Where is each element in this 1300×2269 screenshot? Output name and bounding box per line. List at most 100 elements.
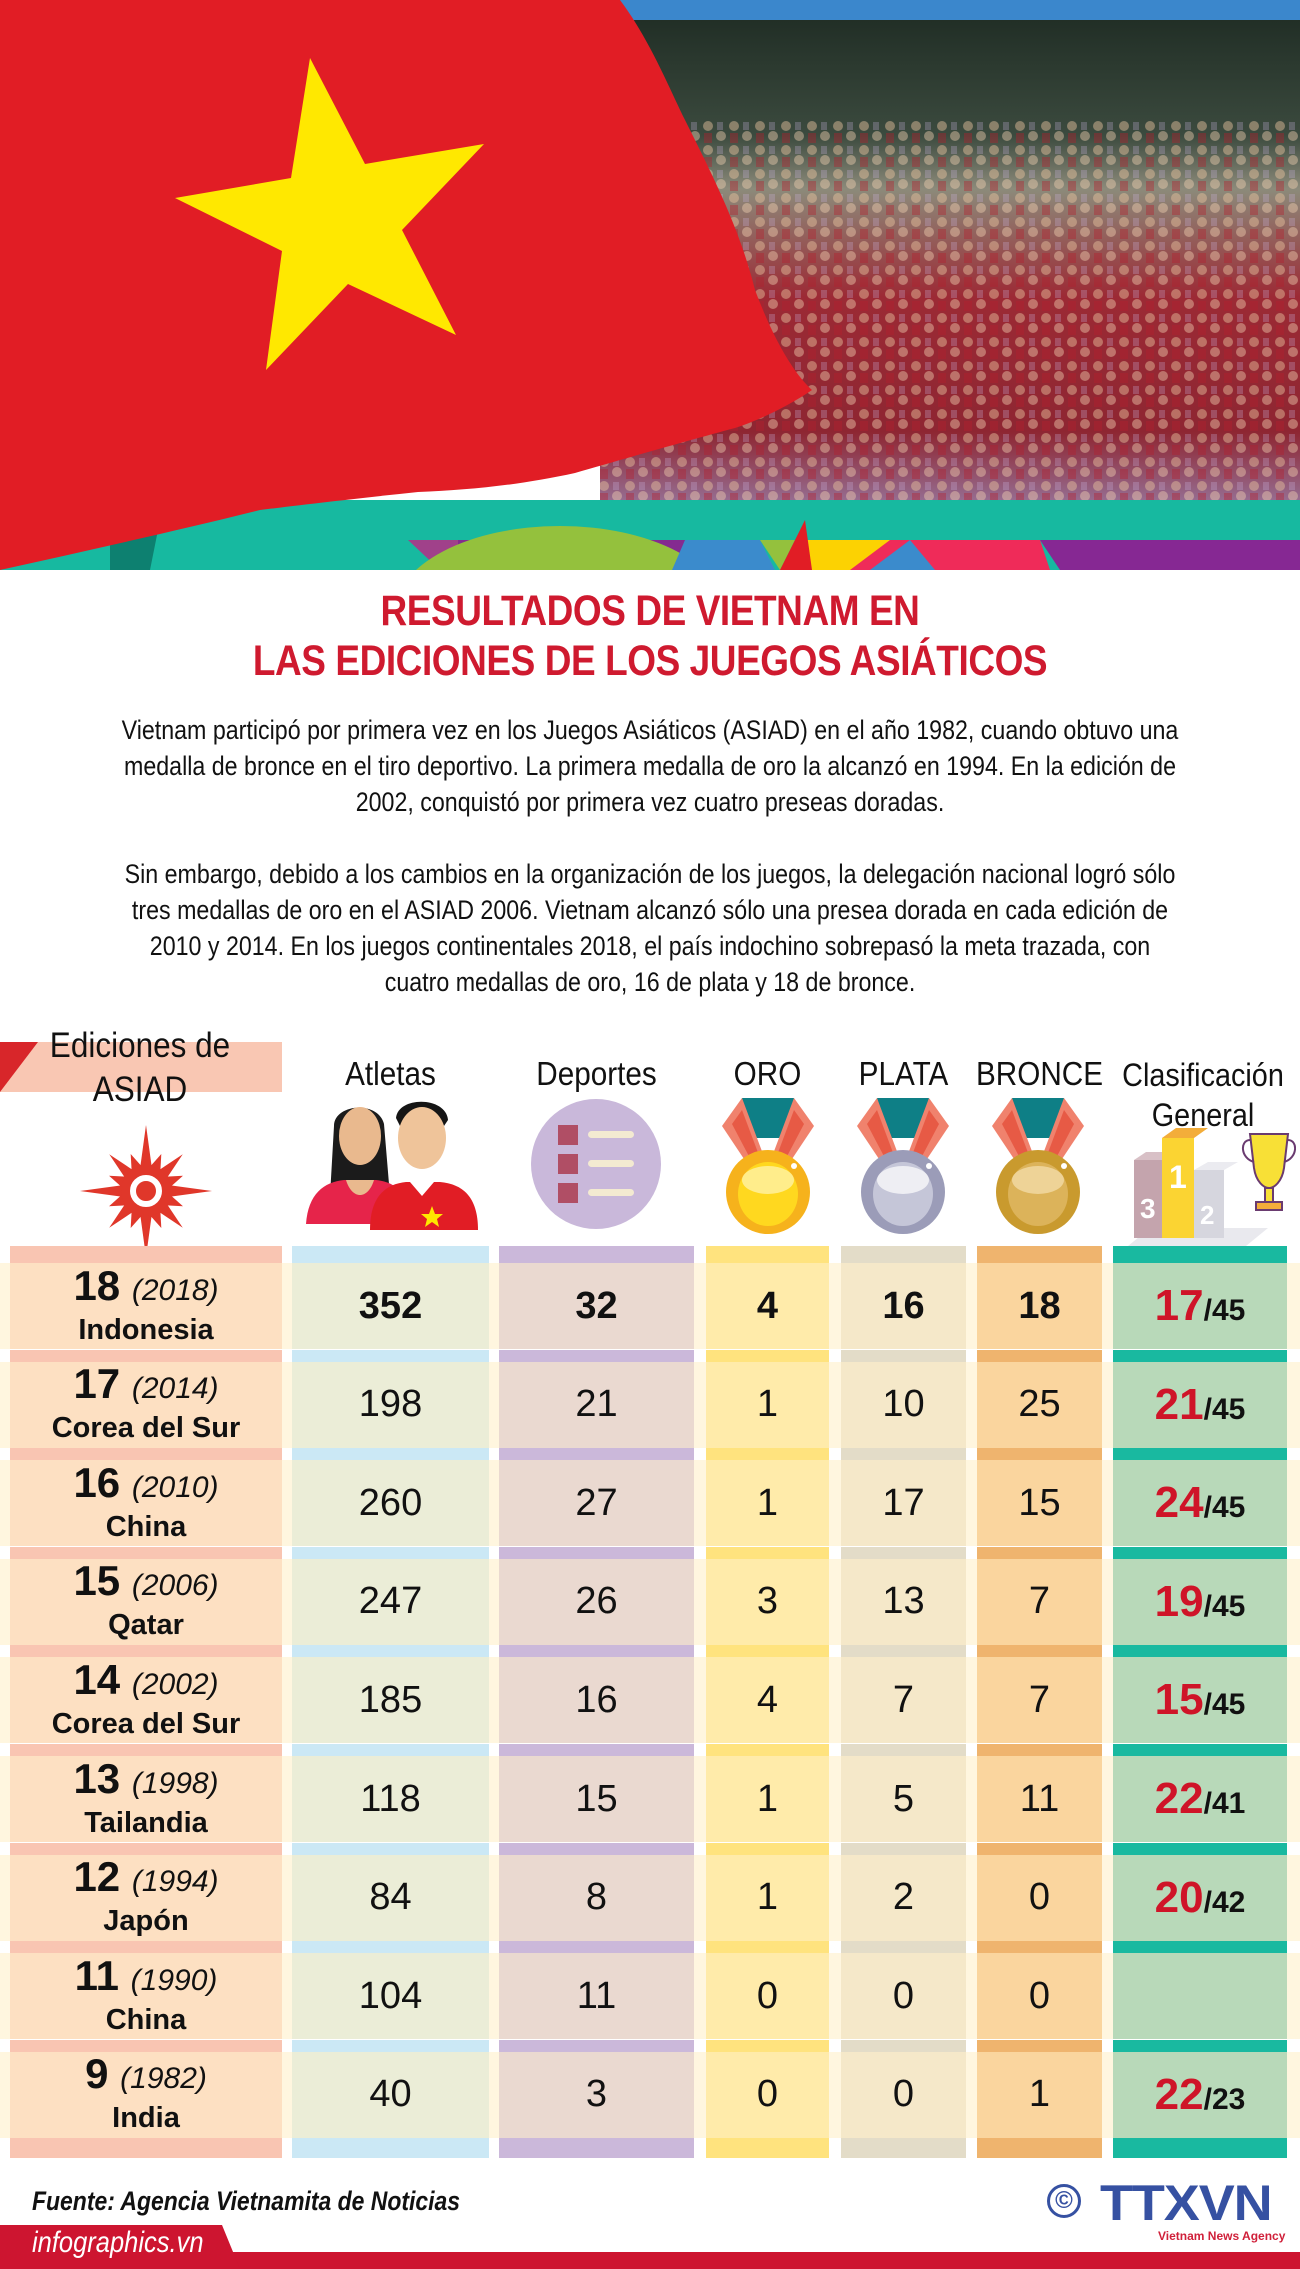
column-strip: [706, 1645, 829, 1658]
edition-number: 9: [85, 2050, 109, 2098]
header-edition: Ediciones de ASIAD: [49, 1026, 231, 1109]
cell-silver: 17: [841, 1460, 966, 1547]
column-strip: [1113, 1349, 1287, 1362]
value-gold: 1: [756, 1876, 779, 1919]
ranking-value: 22/23: [1155, 2070, 1246, 2120]
svg-text:1: 1: [1169, 1159, 1187, 1195]
agency-logo: TTXVN: [1100, 2175, 1273, 2231]
value-sports: 11: [576, 1974, 617, 2017]
cell-gold: 1: [706, 1460, 829, 1547]
value-athletes: 84: [369, 1876, 412, 1919]
title-line-2: LAS EDICIONES DE LOS JUEGOS ASIÁTICOS: [252, 637, 1048, 685]
value-silver: 7: [892, 1678, 915, 1721]
column-strip: [977, 1546, 1102, 1559]
column-strip-bottom: [292, 2138, 489, 2159]
value-sports: 8: [585, 1876, 608, 1919]
column-strip: [499, 1744, 694, 1756]
value-silver: 13: [882, 1580, 925, 1623]
edition-number: 14: [73, 1655, 121, 1703]
cell-sports: 32: [499, 1263, 694, 1349]
value-gold: 0: [756, 2073, 779, 2116]
column-strip: [706, 1349, 829, 1362]
cell-sports: 21: [499, 1361, 694, 1448]
cell-athletes: 247: [292, 1558, 489, 1645]
column-strip: [10, 2039, 282, 2052]
column-strip-bottom: [706, 2138, 829, 2159]
value-bronze: 0: [1028, 1974, 1051, 2017]
agency-tagline: Vietnam News Agency: [1158, 2229, 1286, 2243]
column-strip: [706, 2039, 829, 2052]
cell-rank: 17/45: [1113, 1263, 1287, 1349]
rank-total: /41: [1203, 1787, 1246, 1820]
edition-number: 15: [73, 1557, 121, 1605]
cell-silver: 7: [841, 1657, 966, 1744]
rank-total: /45: [1203, 1392, 1246, 1426]
ranking-value: 19/45: [1155, 1577, 1246, 1627]
value-silver: 16: [882, 1284, 925, 1327]
value-bronze: 18: [1018, 1284, 1061, 1327]
edition-number-year: 17 (2014): [73, 1363, 218, 1410]
footer-bar: [0, 2252, 1300, 2269]
cell-edition: 12 (1994) Japón: [10, 1854, 282, 1941]
column-strip: [499, 1546, 694, 1559]
cell-sports: 15: [499, 1756, 694, 1842]
column-strip: [292, 1645, 489, 1658]
edition-number-year: 13 (1998): [73, 1757, 218, 1805]
edition-year: (1982): [120, 2062, 207, 2096]
copyright-icon: ©: [1047, 2184, 1081, 2218]
rank-total: /45: [1203, 1491, 1246, 1525]
column-strip: [706, 1744, 829, 1756]
cell-edition: 17 (2014) Corea del Sur: [10, 1361, 282, 1448]
column-strip: [977, 2039, 1102, 2052]
edition-year: (2002): [131, 1667, 219, 1701]
header-silver: PLATA: [858, 1055, 949, 1092]
silver-medal-icon: [857, 1098, 949, 1234]
edition-year: (2010): [131, 1470, 219, 1504]
host-country: China: [105, 2003, 187, 2036]
header-athletes: Atletas: [345, 1055, 436, 1092]
svg-text:3: 3: [1140, 1193, 1156, 1224]
rank-total: /23: [1203, 2082, 1246, 2116]
cell-rank: [1113, 1953, 1287, 2040]
column-strip: [706, 1546, 829, 1559]
cell-sports: 3: [499, 2051, 694, 2138]
value-sports: 26: [575, 1580, 618, 1623]
host-country: Tailandia: [84, 1806, 208, 1839]
rank-total: /45: [1203, 1294, 1246, 1327]
site-link[interactable]: infographics.vn: [32, 2226, 204, 2259]
cell-rank: 19/45: [1113, 1558, 1287, 1645]
page-title: RESULTADOS DE VIETNAM EN LAS EDICIONES D…: [0, 586, 1300, 686]
column-strip: [10, 1448, 282, 1461]
column-strip: [10, 1941, 282, 1954]
cell-sports: 11: [499, 1953, 694, 2040]
header-sports: Deportes: [536, 1055, 657, 1092]
value-athletes: 352: [358, 1284, 423, 1327]
column-strip: [977, 1645, 1102, 1658]
footer-tab: [0, 2225, 240, 2269]
column-strip: [10, 1842, 282, 1855]
edition-header-banner: [0, 1042, 282, 1092]
column-strip: [841, 2039, 966, 2052]
column-strip: [977, 1246, 1102, 1263]
ranking-value: 17/45: [1155, 1281, 1246, 1331]
ranking-value: 21/45: [1155, 1380, 1246, 1430]
column-strip: [1113, 1645, 1287, 1658]
cell-bronze: 7: [977, 1558, 1102, 1645]
value-silver: 17: [882, 1481, 925, 1524]
edition-number-year: 15 (2006): [73, 1560, 218, 1607]
cell-gold: 1: [706, 1854, 829, 1941]
host-country: India: [112, 2102, 180, 2135]
column-strip-bottom: [10, 2138, 282, 2159]
cell-gold: 4: [706, 1263, 829, 1349]
column-strip-bottom: [977, 2138, 1102, 2159]
value-bronze: 0: [1028, 1876, 1051, 1919]
value-gold: 3: [756, 1580, 779, 1623]
edition-number: 18: [73, 1261, 121, 1309]
cell-edition: 13 (1998) Tailandia: [10, 1756, 282, 1842]
hero-illustration: [0, 0, 1300, 570]
header-gold: ORO: [733, 1055, 802, 1092]
cell-edition: 18 (2018) Indonesia: [10, 1263, 282, 1349]
cell-edition: 14 (2002) Corea del Sur: [10, 1655, 282, 1744]
cell-rank: 22/41: [1113, 1756, 1287, 1842]
value-sports: 27: [575, 1481, 618, 1524]
